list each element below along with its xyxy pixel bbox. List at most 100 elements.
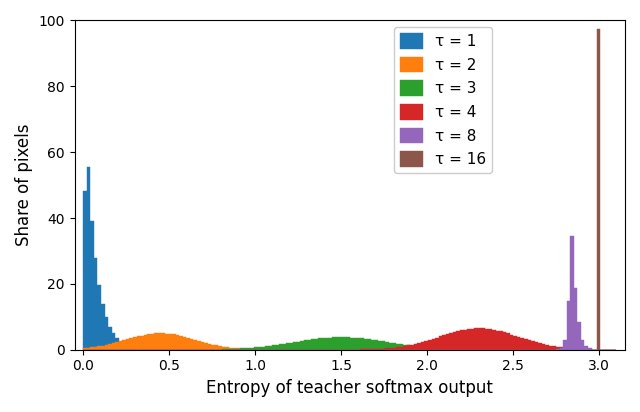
Bar xyxy=(382,342,385,350)
Bar xyxy=(97,346,101,350)
Bar xyxy=(577,322,581,350)
Bar xyxy=(378,349,382,350)
Bar xyxy=(424,341,428,350)
Bar xyxy=(211,344,215,350)
Bar xyxy=(133,337,136,350)
Bar xyxy=(346,337,350,350)
Bar xyxy=(577,349,581,350)
Bar xyxy=(584,346,588,350)
Bar xyxy=(239,349,243,350)
Bar xyxy=(339,337,342,350)
Bar xyxy=(275,345,279,350)
Bar xyxy=(570,236,573,350)
Bar xyxy=(502,332,506,350)
Bar xyxy=(129,338,133,350)
Y-axis label: Share of pixels: Share of pixels xyxy=(15,124,33,246)
Bar xyxy=(175,335,179,350)
Bar xyxy=(424,347,428,350)
Bar xyxy=(446,349,449,350)
Bar xyxy=(243,349,247,350)
Bar xyxy=(350,337,353,350)
Bar xyxy=(318,339,321,350)
Bar xyxy=(247,348,250,350)
Bar xyxy=(303,340,307,350)
Bar xyxy=(545,345,549,350)
Bar xyxy=(421,347,424,350)
Bar xyxy=(83,191,87,350)
Bar xyxy=(428,340,431,350)
Bar xyxy=(342,337,346,350)
Bar xyxy=(193,340,197,350)
Bar xyxy=(129,347,133,350)
Bar xyxy=(438,349,442,350)
Bar xyxy=(396,344,399,350)
Bar xyxy=(268,346,271,350)
Bar xyxy=(449,349,453,350)
Bar xyxy=(140,335,143,350)
Bar xyxy=(94,258,97,350)
Bar xyxy=(367,349,371,350)
Bar xyxy=(513,336,517,350)
Bar xyxy=(101,346,104,350)
Bar xyxy=(403,345,406,350)
Bar xyxy=(506,333,510,350)
Bar xyxy=(573,349,577,350)
Bar xyxy=(122,340,126,350)
Bar xyxy=(179,336,183,350)
Bar xyxy=(232,349,236,350)
Bar xyxy=(158,333,161,350)
Bar xyxy=(90,220,94,350)
Bar xyxy=(328,337,332,350)
Bar xyxy=(225,347,229,350)
Bar xyxy=(147,334,151,350)
Bar xyxy=(364,339,367,350)
Bar xyxy=(332,337,335,350)
Bar xyxy=(421,342,424,350)
Bar xyxy=(353,338,357,350)
Bar xyxy=(499,331,502,350)
Bar xyxy=(467,329,470,350)
Bar xyxy=(250,348,254,350)
Bar xyxy=(374,340,378,350)
Bar xyxy=(374,349,378,350)
Bar xyxy=(307,340,311,350)
Bar xyxy=(133,348,136,350)
Bar xyxy=(186,338,190,350)
Bar xyxy=(399,344,403,350)
Bar xyxy=(389,343,392,350)
Bar xyxy=(417,346,421,350)
Bar xyxy=(104,317,108,350)
Bar xyxy=(112,343,115,350)
Bar xyxy=(431,348,435,350)
Bar xyxy=(222,349,225,350)
Bar xyxy=(108,327,112,350)
Bar xyxy=(97,285,101,350)
Bar xyxy=(410,346,414,350)
Bar xyxy=(321,338,325,350)
Bar xyxy=(161,333,165,350)
Bar xyxy=(538,343,541,350)
Bar xyxy=(399,346,403,350)
Bar xyxy=(456,331,460,350)
Bar xyxy=(286,343,289,350)
Bar xyxy=(154,333,158,350)
Bar xyxy=(428,348,431,350)
Bar xyxy=(200,342,204,350)
Bar xyxy=(485,329,488,350)
Bar xyxy=(559,347,563,350)
Bar xyxy=(108,344,112,350)
Bar xyxy=(449,333,453,350)
Bar xyxy=(456,349,460,350)
Bar xyxy=(254,347,257,350)
Bar xyxy=(573,288,577,350)
Bar xyxy=(183,337,186,350)
Bar xyxy=(438,336,442,350)
Bar xyxy=(520,338,524,350)
Bar xyxy=(534,342,538,350)
Bar xyxy=(410,344,414,350)
Bar xyxy=(87,167,90,350)
Bar xyxy=(151,334,154,350)
Bar xyxy=(126,339,129,350)
Bar xyxy=(588,348,591,350)
Bar xyxy=(261,347,264,350)
